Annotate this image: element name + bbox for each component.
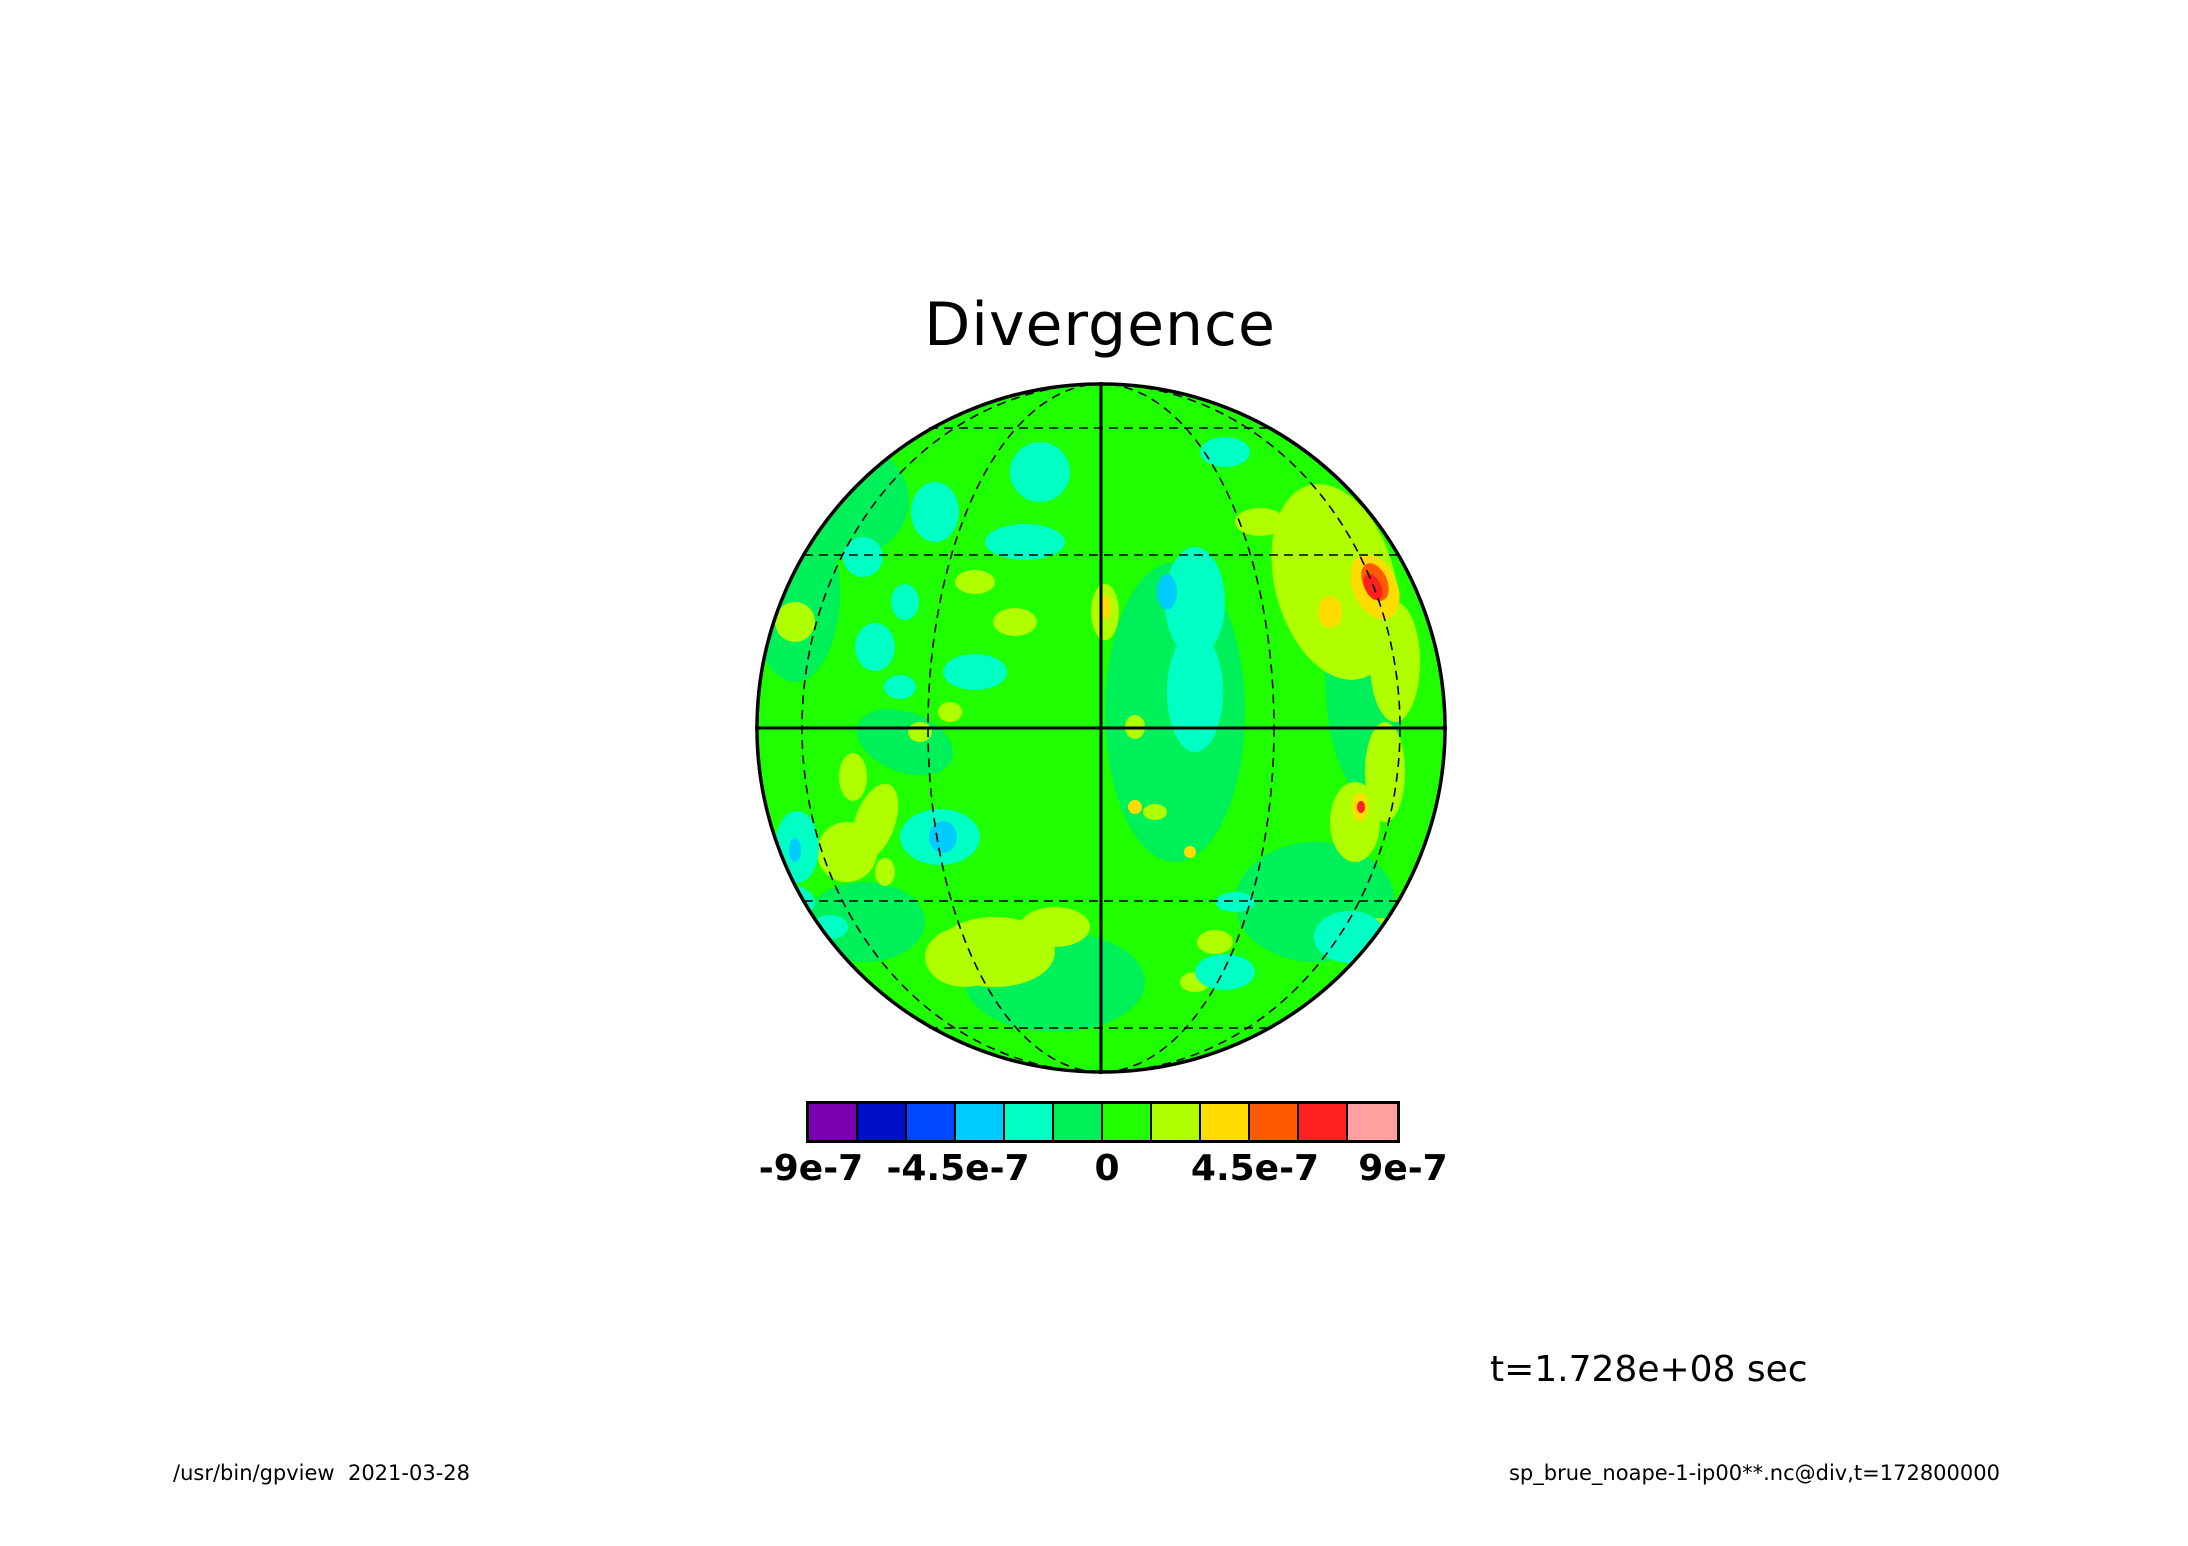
colorbar-swatch — [809, 1104, 858, 1140]
field-contour-patch — [1184, 846, 1196, 858]
field-contour-patch — [1010, 442, 1070, 502]
field-contour-patch — [1157, 574, 1177, 610]
colorbar-tick-label: 9e-7 — [1358, 1148, 1448, 1189]
graticule — [755, 382, 1447, 1074]
field-contour-patch — [1195, 954, 1255, 990]
colorbar-swatch — [1152, 1104, 1201, 1140]
field-contour-patch — [1165, 547, 1225, 657]
field-contour-patch — [1235, 842, 1395, 962]
field-contour-patch — [993, 608, 1037, 636]
globe-outline — [755, 382, 1447, 1074]
field-contour-patch — [929, 821, 957, 853]
colorbar-swatch — [1005, 1104, 1054, 1140]
field-contour-patch — [875, 858, 895, 886]
colorbar-tick-label: 4.5e-7 — [1190, 1148, 1320, 1189]
field-contour-patch — [1197, 930, 1233, 954]
colorbar-swatch — [1103, 1104, 1152, 1140]
field-contour-patch — [1235, 508, 1285, 536]
field-contour-patch — [1200, 437, 1250, 467]
field-contour-patch — [843, 537, 883, 577]
field-contour-patch — [1215, 892, 1255, 912]
field-contour-patch — [855, 623, 895, 671]
field-contour-patch — [884, 675, 916, 699]
field-contour-patch — [839, 753, 867, 801]
field-contour-patch — [817, 822, 877, 882]
field-contour-patch — [812, 915, 848, 939]
field-contour-patch — [1357, 801, 1365, 813]
field-contour-patch — [891, 584, 919, 620]
field-contour-patch — [1365, 722, 1405, 822]
field-contour-patch — [911, 482, 959, 542]
field-contour-patch — [1271, 484, 1399, 680]
divergence-field — [757, 437, 1420, 1032]
field-contour-patch — [938, 702, 962, 722]
colorbar-swatch — [1201, 1104, 1250, 1140]
colorbar-swatch — [1054, 1104, 1103, 1140]
footer-source-file: sp_brue_noape-1-ip00**.nc@div,t=17280000… — [1508, 1461, 2000, 1485]
footer-command-date: /usr/bin/gpview 2021-03-28 — [173, 1461, 470, 1485]
colorbar — [806, 1101, 1400, 1143]
plot-title: Divergence — [924, 290, 1276, 360]
time-label: t=1.728e+08 sec — [1490, 1349, 1808, 1390]
colorbar-swatch — [1250, 1104, 1299, 1140]
colorbar-swatch — [1299, 1104, 1348, 1140]
field-contour-patch — [925, 927, 1005, 987]
colorbar-tick-label: -4.5e-7 — [886, 1148, 1030, 1189]
colorbar-swatch — [858, 1104, 907, 1140]
colorbar-tick-label: -9e-7 — [758, 1148, 864, 1189]
globe-map — [755, 382, 1447, 1074]
field-contour-patch — [943, 654, 1007, 690]
field-contour-patch — [1318, 596, 1342, 628]
field-contour-patch — [789, 838, 801, 862]
field-contour-patch — [1143, 804, 1167, 820]
field-contour-patch — [1128, 800, 1142, 814]
field-contour-patch — [955, 570, 995, 594]
colorbar-swatch — [956, 1104, 1005, 1140]
field-contour-patch — [1330, 782, 1380, 862]
field-contour-patch — [1167, 632, 1223, 752]
field-contour-patch — [805, 882, 925, 962]
colorbar-tick-label: 0 — [1094, 1148, 1120, 1189]
colorbar-swatch — [1348, 1104, 1397, 1140]
field-contour-patch — [775, 602, 815, 642]
colorbar-swatch — [907, 1104, 956, 1140]
field-contour-patch — [985, 524, 1065, 560]
